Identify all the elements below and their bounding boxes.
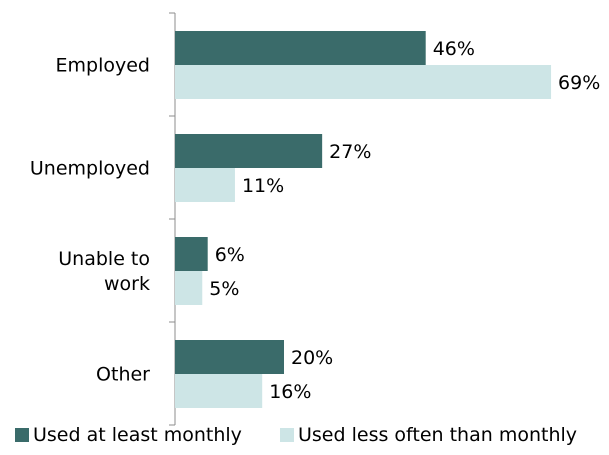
data-label: 16%	[269, 381, 311, 403]
bar-less-often	[175, 65, 552, 99]
legend-label: Used less often than monthly	[298, 424, 577, 446]
category-label: Unemployed	[30, 158, 150, 180]
legend-swatch	[15, 428, 29, 442]
legend: Used at least monthly Used less often tha…	[15, 424, 577, 446]
bar-monthly	[175, 237, 208, 271]
data-label: 69%	[558, 72, 600, 94]
bar-less-often	[175, 374, 263, 408]
category-label: Other	[96, 364, 150, 386]
bar-monthly	[175, 134, 323, 168]
bar-less-often	[175, 168, 235, 202]
bars	[175, 31, 552, 408]
category-labels: Employed Unemployed Unable to work Other	[30, 55, 150, 386]
bar-monthly	[175, 340, 284, 374]
bar-less-often	[175, 271, 203, 305]
data-label: 5%	[209, 278, 239, 300]
data-label: 46%	[433, 38, 475, 60]
data-labels: 46% 69% 27% 11% 6% 5% 20% 16%	[209, 38, 600, 403]
data-label: 27%	[329, 141, 371, 163]
data-label: 11%	[242, 175, 284, 197]
category-label: Unable to work	[58, 248, 150, 295]
category-axis	[169, 12, 176, 426]
legend-swatch	[280, 428, 294, 442]
data-label: 20%	[291, 347, 333, 369]
category-label: Employed	[56, 55, 150, 77]
data-label: 6%	[215, 244, 245, 266]
bar-monthly	[175, 31, 426, 65]
legend-label: Used at least monthly	[33, 424, 242, 446]
